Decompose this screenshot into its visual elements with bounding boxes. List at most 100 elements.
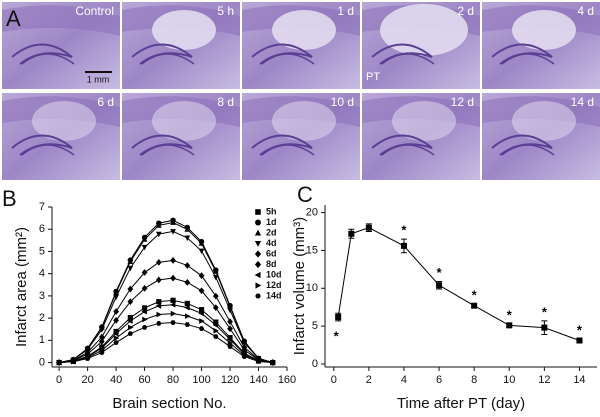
marker xyxy=(213,327,219,334)
marker xyxy=(155,303,162,309)
legend-label: 5h xyxy=(266,206,277,216)
marker xyxy=(241,354,247,359)
marker xyxy=(113,340,119,345)
y-tick-label: 4 xyxy=(39,268,45,280)
tile-label: 2 d xyxy=(457,4,474,18)
x-tick-label: 2 xyxy=(366,374,372,386)
y-tick-label: 0 xyxy=(312,358,318,370)
marker xyxy=(227,344,233,349)
y-axis-title: Infarct volume (mm³) xyxy=(291,217,308,355)
marker xyxy=(506,322,513,329)
marker xyxy=(99,350,105,355)
tile-label: 1 d xyxy=(337,4,354,18)
legend-label: 10d xyxy=(266,269,282,279)
legend-label: 12d xyxy=(266,280,282,290)
marker xyxy=(436,282,443,289)
x-tick-label: 20 xyxy=(81,374,93,386)
legend-marker xyxy=(254,229,262,236)
y-tick-label: 1 xyxy=(39,334,45,346)
series-line xyxy=(59,222,273,364)
marker xyxy=(365,224,372,231)
marker xyxy=(141,308,147,315)
legend-marker xyxy=(255,282,262,289)
marker xyxy=(98,338,105,345)
x-tick-label: 8 xyxy=(471,374,477,386)
hippocampus xyxy=(141,53,195,65)
marker xyxy=(576,337,583,344)
y-tick-label: 3 xyxy=(39,290,45,302)
marker xyxy=(212,322,219,328)
marker xyxy=(127,265,134,272)
significance-label: * xyxy=(401,223,407,238)
series-line xyxy=(59,230,273,364)
marker xyxy=(541,324,548,331)
x-tick-label: 60 xyxy=(138,374,150,386)
x-tick-label: 160 xyxy=(278,374,296,386)
tile-label: 12 d xyxy=(451,95,474,109)
legend-marker xyxy=(255,293,261,299)
panel-label: A xyxy=(6,6,21,31)
hippocampus xyxy=(21,144,75,156)
infarct xyxy=(32,101,96,141)
x-tick-label: 120 xyxy=(221,374,239,386)
x-tick-label: 100 xyxy=(192,374,210,386)
marker xyxy=(212,304,219,312)
marker xyxy=(170,219,176,225)
x-axis-title: Time after PT (day) xyxy=(397,395,525,412)
y-tick-label: 2 xyxy=(39,312,45,324)
y-tick-label: 6 xyxy=(39,223,45,235)
x-tick-label: 6 xyxy=(436,374,442,386)
x-axis-title: Brain section No. xyxy=(112,395,226,412)
marker xyxy=(141,325,148,330)
x-tick-label: 140 xyxy=(249,374,267,386)
infarct xyxy=(152,10,216,50)
marker xyxy=(184,304,190,311)
y-tick-label: 10 xyxy=(306,282,318,294)
tile-label: 10 d xyxy=(331,95,354,109)
marker xyxy=(170,229,176,235)
tile-label: Control xyxy=(75,4,114,18)
series-line xyxy=(59,299,273,364)
infarct xyxy=(512,101,576,141)
marker xyxy=(70,359,76,364)
marker xyxy=(184,278,191,286)
legend-label: 4d xyxy=(266,238,277,248)
marker xyxy=(212,268,219,274)
marker xyxy=(155,276,162,284)
marker xyxy=(198,310,204,317)
x-tick-label: 0 xyxy=(56,374,62,386)
tile-label: 8 d xyxy=(217,95,234,109)
marker xyxy=(127,318,133,324)
marker xyxy=(198,326,205,331)
marker xyxy=(56,360,62,365)
legend-marker xyxy=(255,209,261,215)
panel-a: Control 5 h 1 d 2 d 4 d 6 d 8 d 10 d 12 d 14 d 1 m… xyxy=(2,2,600,180)
x-tick-label: 80 xyxy=(167,374,179,386)
hippocampus xyxy=(501,53,555,65)
marker xyxy=(141,236,148,242)
x-tick-label: 12 xyxy=(538,374,550,386)
marker xyxy=(170,274,176,282)
infarct xyxy=(392,101,456,141)
marker xyxy=(113,294,119,301)
hippocampus xyxy=(261,144,315,156)
marker xyxy=(212,274,219,281)
significance-label: * xyxy=(472,288,478,303)
panel-label: B xyxy=(2,186,17,211)
x-tick-label: 4 xyxy=(401,374,407,386)
infarct xyxy=(152,101,216,141)
marker xyxy=(184,313,191,319)
marker xyxy=(170,320,176,325)
marker xyxy=(156,311,162,318)
marker xyxy=(213,334,219,339)
infarct xyxy=(272,101,336,141)
y-tick-label: 5 xyxy=(39,245,45,257)
legend-label: 2d xyxy=(266,227,277,237)
marker xyxy=(184,226,191,232)
marker xyxy=(127,285,134,293)
y-tick-label: 5 xyxy=(312,320,318,332)
marker xyxy=(155,231,162,238)
marker xyxy=(348,230,355,237)
legend-label: 1d xyxy=(266,217,277,227)
